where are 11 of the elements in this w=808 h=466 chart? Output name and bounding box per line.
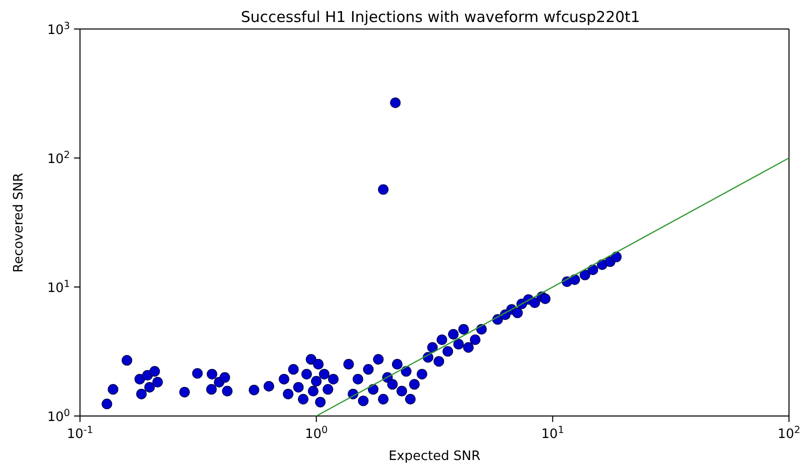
y-tick-label: 10$^{0}$ xyxy=(47,408,70,425)
y-tick-label: 10$^{3}$ xyxy=(47,20,70,38)
x-axis-title: Expected SNR xyxy=(388,449,480,464)
x-tick-label: 10$^{0}$ xyxy=(304,424,328,442)
chart-title: Successful H1 Injections with waveform wfcusp220t1 xyxy=(240,8,642,26)
x-tick-label: 10$^{1}$ xyxy=(541,424,564,442)
y-axis-title: Recovered SNR xyxy=(12,172,27,272)
x-tick-label: 10$^{2}$ xyxy=(778,424,800,442)
x-tick-label: 10$^{-1}$ xyxy=(66,424,94,442)
y-tick-label: 10$^{1}$ xyxy=(47,278,70,296)
y-tick-label: 10$^{2}$ xyxy=(47,150,70,167)
